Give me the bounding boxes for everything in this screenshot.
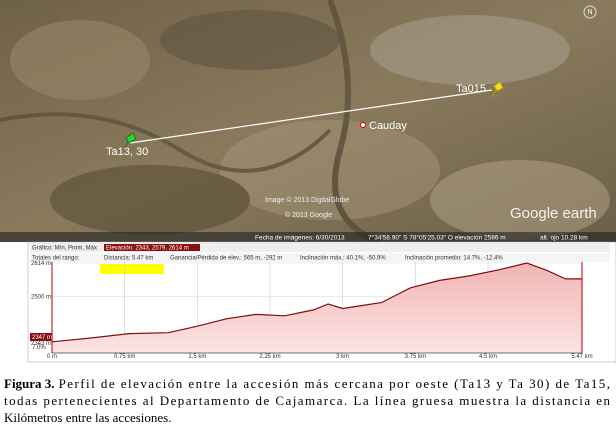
route-line bbox=[129, 89, 493, 144]
north: N bbox=[587, 9, 592, 16]
elevation-area bbox=[52, 263, 582, 353]
start-label: 2347 m bbox=[32, 335, 52, 341]
stats-text: Ganancia/Pérdida de elev.: 565 m, -292 m bbox=[170, 256, 282, 262]
y-tick-label: 2614 m bbox=[31, 261, 51, 267]
caption-label: Figura 3. bbox=[4, 376, 55, 391]
stats-text: Distancia: 5.47 km bbox=[104, 256, 153, 262]
status-eye: alt. ojo 10.28 km bbox=[540, 235, 588, 242]
label-town: Cauday bbox=[369, 120, 407, 132]
credit: © 2013 Google bbox=[285, 211, 332, 219]
status-date: Fecha de imágenes: 6/30/2013 bbox=[255, 235, 345, 242]
stats-text: Inclinación promedio: 14.7%, -12.4% bbox=[405, 256, 503, 262]
x-tick-label: 2.25 km bbox=[259, 354, 280, 360]
x-tick-label: 0.75 km bbox=[114, 354, 135, 360]
status-coords: 7°34'58.90" S 78°05'25.03" O elevación 2… bbox=[368, 234, 506, 242]
compass bbox=[583, 5, 597, 19]
terrain bbox=[0, 0, 610, 245]
brand: Google earth bbox=[510, 205, 597, 222]
elevation-line bbox=[51, 262, 582, 343]
x-tick-label: 1.5 km bbox=[188, 354, 206, 360]
label-east: Ta015 bbox=[456, 83, 486, 95]
profile-stats bbox=[30, 253, 610, 262]
y-tick-label: 2500 m bbox=[31, 295, 51, 301]
header-text: Elevación: 2343, 2579, 2614 m bbox=[106, 246, 189, 252]
caption: Figura 3. Perfil de elevación entre la ac… bbox=[4, 376, 610, 425]
pin-east bbox=[491, 81, 504, 98]
caption-line: todas pertenecientes al Departamento de … bbox=[4, 393, 610, 408]
start-grade: 7.0% bbox=[32, 345, 46, 351]
stats-text: Totales del rango: bbox=[32, 256, 80, 262]
caption-line: Perfil de elevación entre la accesión má… bbox=[59, 376, 610, 391]
distance-highlight bbox=[100, 264, 164, 274]
elevation-badge bbox=[104, 244, 200, 251]
x-tick-label: 4.5 km bbox=[479, 354, 497, 360]
credit: Image © 2013 DigitalGlobe bbox=[265, 196, 349, 204]
label-west: Ta13, 30 bbox=[106, 146, 148, 158]
stats-text: Inclinación máx.: 40.1%, -50.9% bbox=[300, 256, 386, 262]
profile-header bbox=[30, 243, 610, 252]
town-marker bbox=[360, 122, 366, 128]
x-tick-label: 3 km bbox=[336, 354, 349, 360]
header-text: Gráfico: Mín, Prom, Máx bbox=[32, 246, 97, 252]
pin-west bbox=[124, 132, 137, 149]
x-tick-label: 0 m bbox=[47, 354, 57, 360]
x-tick-label: 3.75 km bbox=[405, 354, 426, 360]
caption-line: Kilómetros entre las accesiones. bbox=[4, 410, 172, 425]
y-tick-label: 2343 m bbox=[31, 341, 51, 347]
status-bar bbox=[0, 232, 616, 242]
x-tick-label: 5.47 km bbox=[571, 354, 592, 360]
start-badge bbox=[30, 333, 52, 341]
